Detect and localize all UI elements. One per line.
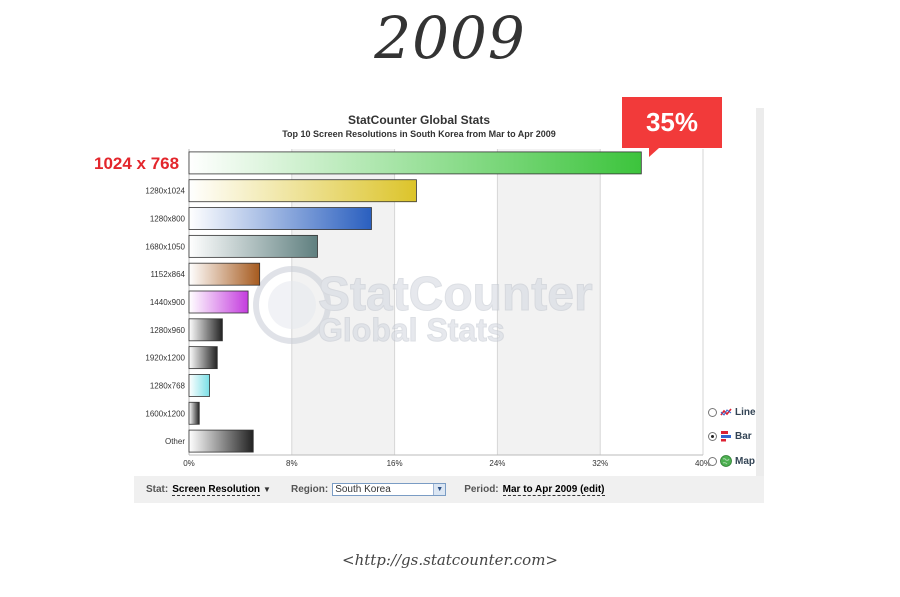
chevron-down-icon[interactable]: ▼ [263, 485, 271, 494]
bar-1024x768 [188, 151, 642, 175]
bar-1920x1200 [188, 346, 218, 370]
watermark-line2: Global Stats [318, 312, 505, 348]
toggle-line-label: Line [735, 406, 756, 418]
bar-1280x768 [188, 374, 210, 397]
y-tick-label: 1152x864 [150, 270, 185, 279]
y-tick-label: 1280x768 [150, 381, 186, 390]
callout-pointer [649, 148, 659, 157]
statcounter-watermark: StatCounter Global Stats [253, 266, 593, 349]
period-link[interactable]: Mar to Apr 2009 (edit) [502, 483, 605, 496]
y-tick-label: 1680x1050 [145, 242, 185, 251]
select-arrow-icon[interactable]: ▼ [433, 484, 446, 495]
radio-bar[interactable] [708, 431, 717, 441]
x-tick-label: 8% [286, 459, 298, 468]
stat-dropdown[interactable]: Screen Resolution [172, 483, 261, 496]
x-tick-label: 24% [489, 459, 505, 468]
highlight-category-label: 1024 x 768 [94, 154, 180, 173]
grid-band [497, 149, 601, 455]
line-chart-icon [720, 408, 732, 416]
bar-1152x864 [188, 262, 261, 286]
toggle-line[interactable]: Line [708, 406, 756, 418]
bar-Other [188, 429, 254, 453]
source-url: <http://gs.statcounter.com> [342, 551, 558, 569]
y-tick-label: 1600x1200 [145, 409, 185, 418]
bar-1280x1024 [188, 179, 417, 203]
region-label: Region: [290, 484, 329, 495]
watermark-line1: StatCounter [318, 268, 593, 321]
radio-line[interactable] [708, 407, 717, 417]
highlight-value-callout: 35% [622, 97, 722, 148]
x-tick-label: 16% [387, 459, 403, 468]
bar-1600x1200 [188, 401, 200, 425]
chart-controls: Stat: Screen Resolution ▼ Region: South … [146, 483, 605, 496]
y-tick-label: Other [165, 437, 185, 446]
bar-1280x800 [188, 207, 372, 230]
stat-label: Stat: [146, 484, 169, 495]
globe-icon [720, 455, 732, 467]
bar-1280x960 [188, 318, 223, 342]
radio-map[interactable] [708, 456, 717, 466]
year-heading: 2009 [374, 4, 526, 72]
chart-title: StatCounter Global Stats [347, 113, 490, 127]
region-select[interactable]: South Korea ▼ [332, 483, 447, 496]
bar-1680x1050 [188, 234, 318, 258]
toggle-bar-label: Bar [735, 430, 752, 442]
region-value: South Korea [335, 484, 391, 495]
y-tick-label: 1280x1024 [145, 187, 185, 196]
toggle-bar[interactable]: Bar [708, 430, 752, 442]
toggle-map[interactable]: Map [708, 455, 755, 467]
period-label: Period: [464, 484, 499, 495]
y-tick-label: 1440x900 [150, 298, 186, 307]
y-tick-label: 1280x800 [150, 215, 186, 224]
chart-subtitle: Top 10 Screen Resolutions in South Korea… [282, 129, 556, 139]
x-tick-label: 40% [695, 459, 711, 468]
x-tick-label: 32% [592, 459, 608, 468]
toggle-map-label: Map [735, 455, 755, 467]
bar-1440x900 [188, 290, 249, 314]
bar-chart-icon [721, 431, 731, 442]
y-tick-label: 1920x1200 [145, 354, 185, 363]
y-tick-label: 1280x960 [150, 326, 186, 335]
x-tick-label: 0% [183, 459, 195, 468]
